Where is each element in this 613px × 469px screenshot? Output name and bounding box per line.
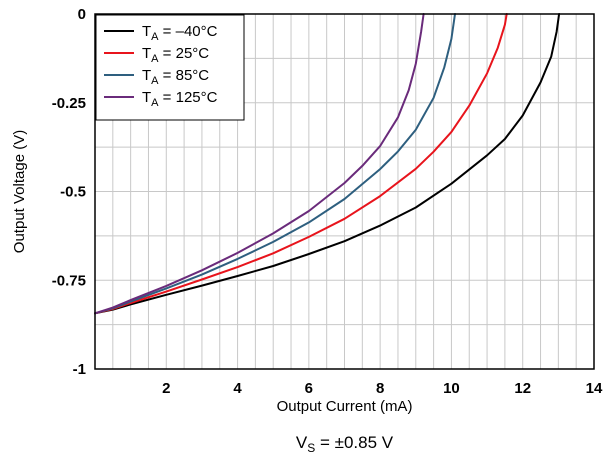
legend-label: TA = 25°C (142, 45, 209, 65)
series-line (94, 13, 456, 315)
supply-voltage-caption: VS = ±0.85 V (296, 433, 394, 455)
y-tick-label: -0.75 (52, 272, 86, 289)
y-tick-label: -0.5 (60, 184, 86, 201)
legend-label: TA = 85°C (142, 67, 209, 87)
x-tick-labels: 2 4 6 8 10 12 14 (162, 380, 603, 397)
legend-label: TA = –40°C (142, 23, 218, 43)
x-tick-label: 14 (586, 380, 603, 397)
x-tick-label: 4 (233, 380, 242, 397)
legend-items: TA = –40°CTA = 25°CTA = 85°CTA = 125°C (104, 23, 218, 109)
plot-frame (94, 13, 595, 370)
series-line (94, 13, 561, 315)
series-line (94, 13, 425, 315)
caption-subscript: S (307, 441, 315, 455)
x-tick-label: 6 (305, 380, 313, 397)
caption-prefix: V (296, 433, 308, 452)
series-lines (94, 13, 561, 315)
legend-box (95, 14, 245, 121)
y-tick-labels: 0 -0.25 -0.5 -0.75 -1 (52, 6, 86, 378)
x-axis-title: Output Current (mA) (277, 398, 413, 415)
legend: TA = –40°CTA = 25°CTA = 85°CTA = 125°C (95, 14, 245, 121)
y-tick-label: 0 (78, 6, 86, 23)
x-tick-label: 8 (376, 380, 384, 397)
legend-label: TA = 125°C (142, 89, 218, 109)
x-tick-label: 12 (514, 380, 531, 397)
y-tick-label: -1 (73, 361, 86, 378)
caption-suffix: = ±0.85 V (315, 433, 394, 452)
x-tick-label: 10 (443, 380, 460, 397)
x-tick-label: 2 (162, 380, 170, 397)
y-axis-title: Output Voltage (V) (11, 130, 28, 253)
series-line (94, 13, 508, 315)
y-tick-label: -0.25 (52, 95, 86, 112)
